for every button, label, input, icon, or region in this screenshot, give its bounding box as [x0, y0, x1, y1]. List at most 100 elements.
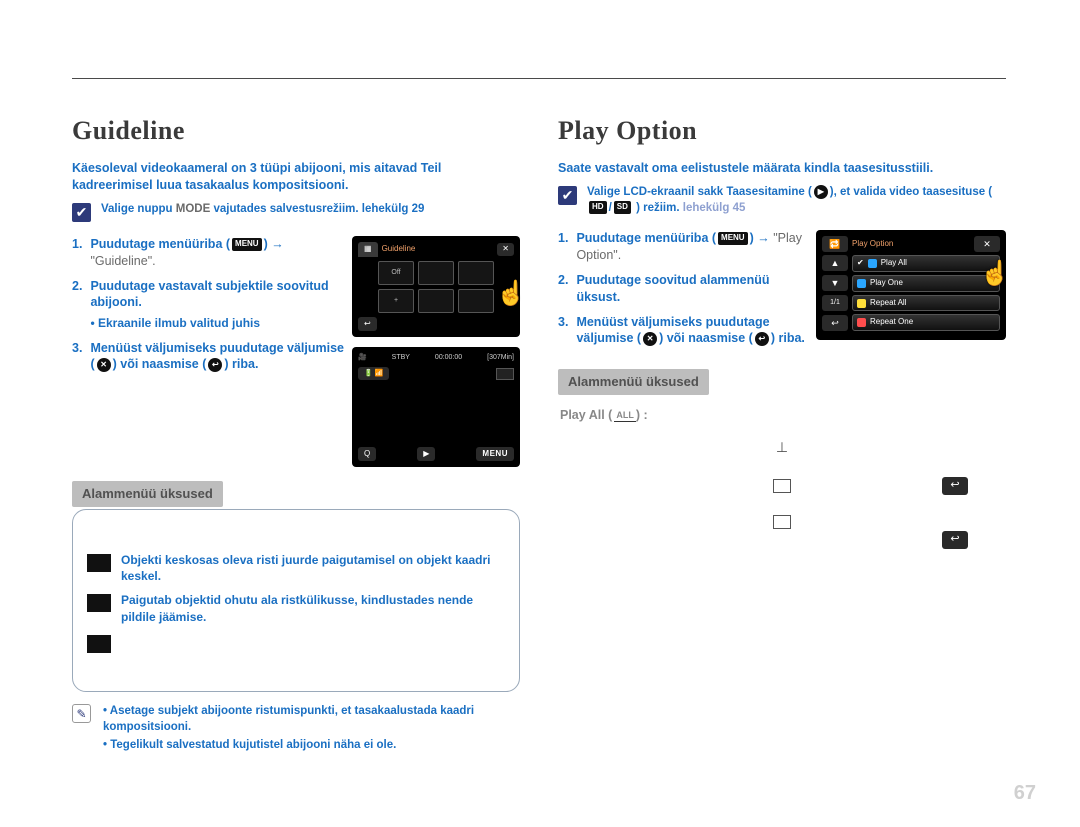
sub-row-2: Paigutab objektid ohutu ala ristkülikuss… — [87, 592, 505, 624]
right-step-3: 3. Menüüst väljumiseks puudutage väljumi… — [558, 314, 806, 348]
lcd1-back-icon: ↩ — [358, 317, 377, 332]
left-intro: Käesoleval videokaameral on 3 tüüpi abij… — [72, 160, 520, 194]
lcd2-q-icon: Q — [358, 447, 376, 462]
lcd2-time: 00:00:00 — [435, 353, 462, 362]
sub-row-off: Off : Tühistab funktsiooni. — [87, 524, 505, 544]
return-icon: ↩ — [755, 332, 769, 346]
left-step3-b: ) või naasmise ( — [113, 357, 207, 371]
left-steps-row: 1. Puudutage menüüriba (MENU) → "Guideli… — [72, 236, 520, 468]
center-stack: ⊥ — [558, 438, 1006, 529]
rp-c: ) režiim. — [633, 202, 683, 214]
rp-a: Valige LCD-ekraanil sakk Taasesitamine ( — [587, 186, 812, 198]
all-chip-icon: ALL — [614, 409, 636, 422]
lcd2-pip — [496, 368, 514, 380]
grid-cell — [458, 261, 494, 285]
opt-play-all: ✔ Play All — [852, 255, 1000, 272]
lcd2-stby: STBY — [392, 353, 410, 362]
play-lcd-title: Play Option — [852, 239, 893, 250]
left-prereq-b: vajutades salvestusrežiim. lehekülg 29 — [210, 203, 424, 215]
play-lcd-wrap: 🔁 Play Option ✕ ▲ ✔ Play All ▼ — [816, 230, 1006, 355]
dot-icon — [857, 299, 866, 308]
menu-chip-icon: MENU — [718, 232, 748, 245]
tiny-fig-icon — [773, 515, 791, 529]
lcd1-tab-icon: ▦ — [358, 242, 378, 257]
lcd-guideline: ▦ Guideline ✕ Off + — [352, 236, 520, 338]
thumb-cross-icon — [87, 554, 111, 572]
left-step1-a: Puudutage menüüriba ( — [90, 237, 230, 251]
guideline-grid: Off + — [358, 261, 514, 313]
play-lcd-close-icon: ✕ — [974, 236, 1000, 252]
open-label-close: ) : — [636, 408, 648, 422]
hd-icon: HD — [589, 201, 607, 214]
opt-play-one-label: Play One — [870, 278, 903, 289]
left-prereq: ✔ Valige nuppu MODE vajutades salvestusr… — [72, 202, 520, 222]
opt-repeat-all-label: Repeat All — [870, 298, 906, 309]
mode-word: MODE — [176, 203, 211, 215]
playback-icon: ▶ — [814, 185, 828, 199]
dot-icon — [857, 318, 866, 327]
left-lcd-stack: ▦ Guideline ✕ Off + — [344, 236, 520, 468]
left-tips: ✎ Asetage subjekt abijoonte ristumispunk… — [72, 704, 520, 757]
opt-play-all-label: Play All — [881, 258, 907, 269]
hand-pointer-icon: ☝ — [980, 258, 1010, 290]
hand-pointer-icon: ☝ — [496, 278, 526, 310]
left-prereq-text: Valige nuppu MODE vajutades salvestusrež… — [101, 202, 424, 222]
heading-guideline: Guideline — [72, 113, 520, 148]
opt-play-one: Play One — [852, 275, 1000, 292]
return-col: ↩ ↩ — [942, 477, 968, 549]
left-steps: 1. Puudutage menüüriba (MENU) → "Guideli… — [72, 236, 344, 468]
r-step3-c: ) riba. — [771, 331, 805, 345]
top-rule — [72, 78, 1006, 79]
step-num-2: 2. — [72, 278, 82, 332]
check-icon: ✔ — [72, 203, 91, 222]
check-icon: ✔ — [558, 186, 577, 205]
two-column-layout: Guideline Käesoleval videokaameral on 3 … — [72, 113, 1006, 757]
left-step-3: 3. Menüüst väljumiseks puudutage väljumi… — [72, 340, 344, 374]
check-mark-icon: ✔ — [857, 258, 864, 269]
dot-icon — [857, 279, 866, 288]
left-step3-c: ) riba. — [224, 357, 258, 371]
close-icon: ✕ — [643, 332, 657, 346]
return-icon: ↩ — [942, 477, 968, 495]
right-prereq: ✔ Valige LCD-ekraanil sakk Taasesitamine… — [558, 185, 1006, 216]
open-label: Play All ( — [560, 408, 612, 422]
right-steps: 1. Puudutage menüüriba (MENU) → "Play Op… — [558, 230, 806, 355]
thumb-safe-icon — [87, 594, 111, 612]
menu-chip-icon: MENU — [232, 238, 262, 251]
right-submenu-title: Alammenüü üksused — [558, 369, 709, 395]
right-column: Play Option Saate vastavalt oma eelistus… — [558, 113, 1006, 757]
left-step2-sub: Ekraanile ilmub valitud juhis — [90, 315, 344, 331]
right-step-1: 1. Puudutage menüüriba (MENU) → "Play Op… — [558, 230, 806, 264]
r-step1-a: Puudutage menüüriba ( — [576, 231, 716, 245]
pager: 1/1 — [822, 295, 848, 311]
lcd2-menu-btn: MENU — [476, 447, 514, 462]
right-step-2: 2. Puudutage soovitud alammenüü üksust. — [558, 272, 806, 306]
sub-row-1: Objekti keskosas oleva risti juurde paig… — [87, 552, 505, 584]
return-icon: ↩ — [208, 358, 222, 372]
heading-play-option: Play Option — [558, 113, 1006, 148]
left-step1-quote: "Guideline". — [90, 254, 155, 268]
opt-repeat-one-label: Repeat One — [870, 317, 913, 328]
play-lcd-tab-icon: 🔁 — [822, 236, 848, 252]
play-lcd-back-icon: ↩ — [822, 315, 848, 331]
sub1-text: Objekti keskosas oleva risti juurde paig… — [121, 552, 505, 584]
sub-off-text: Off : Tühistab funktsiooni. — [121, 524, 270, 544]
left-submenu-title: Alammenüü üksused — [72, 481, 223, 507]
rp-link: lehekülg 45 — [683, 202, 746, 214]
down-arrow-icon: ▼ — [822, 275, 848, 291]
right-intro: Saate vastavalt oma eelistustele määrata… — [558, 160, 1006, 177]
opt-repeat-one: Repeat One — [852, 314, 1000, 331]
right-steps-row: 1. Puudutage menüüriba (MENU) → "Play Op… — [558, 230, 1006, 355]
sub-row-3: Subjekti paigutamine ristumispunkti lähe… — [87, 633, 505, 665]
lcd2-play-icon: ▶ — [417, 447, 435, 462]
r-step2: Puudutage soovitud alammenüü üksust. — [576, 272, 806, 306]
r-step1-b: ) → — [750, 231, 774, 245]
left-step2-text: Puudutage vastavalt subjektile soovitud … — [90, 279, 328, 310]
tip2: Tegelikult salvestatud kujutistel abijoo… — [103, 738, 520, 754]
plus-icon: ⊥ — [776, 438, 788, 457]
left-step-2: 2. Puudutage vastavalt subjektile soovit… — [72, 278, 344, 332]
left-step-1: 1. Puudutage menüüriba (MENU) → "Guideli… — [72, 236, 344, 270]
step-num-3: 3. — [72, 340, 82, 374]
note-icon: ✎ — [72, 704, 91, 723]
lcd-play-option: 🔁 Play Option ✕ ▲ ✔ Play All ▼ — [816, 230, 1006, 340]
